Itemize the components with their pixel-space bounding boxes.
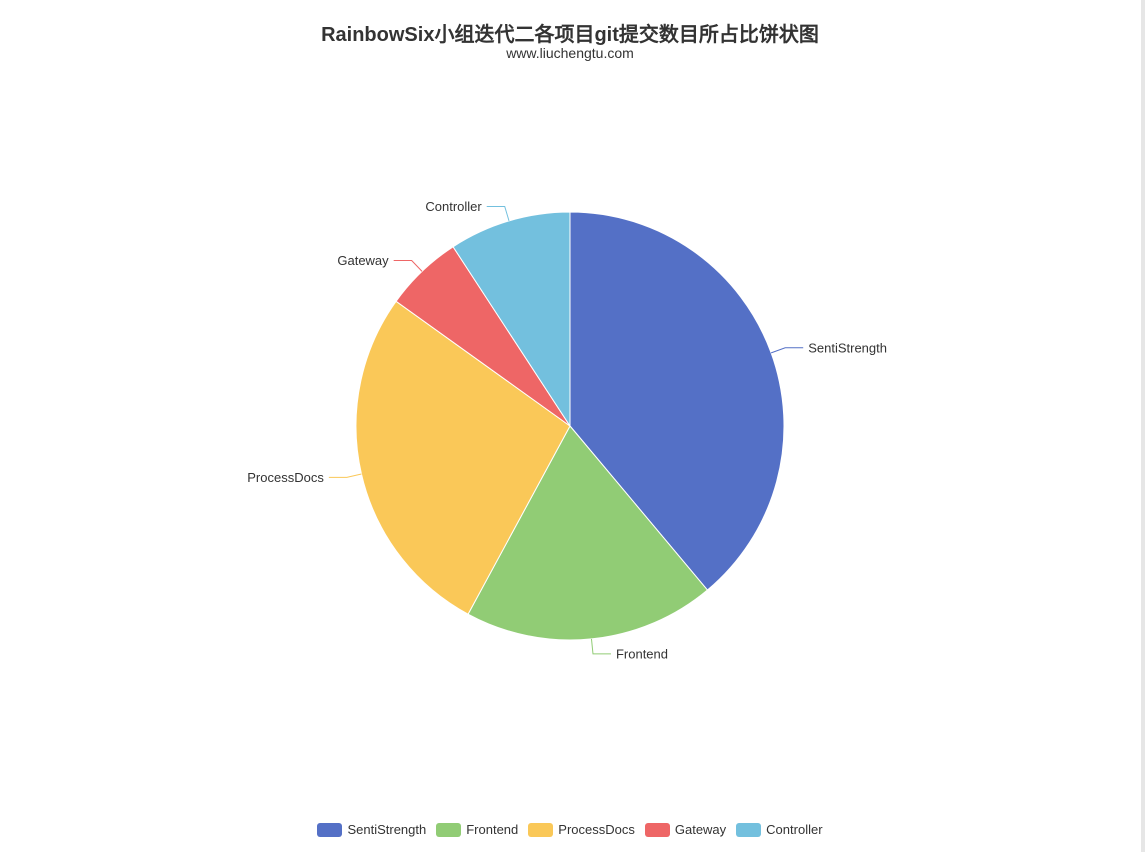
label-line-sentistrength: [770, 347, 804, 354]
legend-swatch: [317, 822, 343, 837]
pie-slices: [355, 211, 785, 641]
legend: SentiStrength Frontend ProcessDocs Gateway C…: [0, 822, 1140, 837]
legend-label: Frontend: [466, 822, 519, 837]
slice-label-processdocs: ProcessDocs: [247, 470, 324, 485]
pie-slice-controller[interactable]: [452, 211, 571, 428]
slice-label-frontend: Frontend: [616, 646, 668, 661]
legend-swatch: [736, 822, 762, 837]
slice-label-sentistrength: SentiStrength: [808, 340, 887, 355]
slice-label-gateway: Gateway: [337, 253, 389, 268]
label-line-processdocs: [328, 473, 362, 478]
scrollbar-edge: [1141, 0, 1145, 852]
label-line-controller: [486, 205, 510, 222]
legend-label: Controller: [766, 822, 823, 837]
pie-slice-frontend[interactable]: [467, 425, 709, 641]
legend-item-frontend[interactable]: Frontend: [436, 822, 518, 837]
legend-item-controller[interactable]: Controller: [736, 822, 823, 837]
slice-label-controller: Controller: [425, 199, 482, 214]
legend-label: SentiStrength: [347, 822, 427, 837]
legend-swatch: [436, 822, 462, 837]
legend-swatch: [528, 822, 554, 837]
label-line-frontend: [590, 638, 611, 655]
legend-swatch: [644, 822, 670, 837]
legend-item-processdocs[interactable]: ProcessDocs: [528, 822, 635, 837]
label-line-gateway: [393, 260, 423, 272]
legend-item-gateway[interactable]: Gateway: [644, 822, 727, 837]
pie-labels: SentiStrength Frontend ProcessDocs Gateway C…: [247, 199, 887, 661]
pie-chart: SentiStrength Frontend ProcessDocs Gateway C…: [247, 199, 887, 661]
legend-item-sentistrength[interactable]: SentiStrength: [317, 822, 426, 837]
legend-label: ProcessDocs: [558, 822, 635, 837]
pie-slice-sentistrength[interactable]: [569, 211, 785, 591]
chart-subtitle[interactable]: www.liuchengtu.com: [506, 45, 634, 61]
legend-label: Gateway: [674, 822, 727, 837]
chart-title: RainbowSix小组迭代二各项目git提交数目所占比饼状图: [321, 24, 819, 46]
